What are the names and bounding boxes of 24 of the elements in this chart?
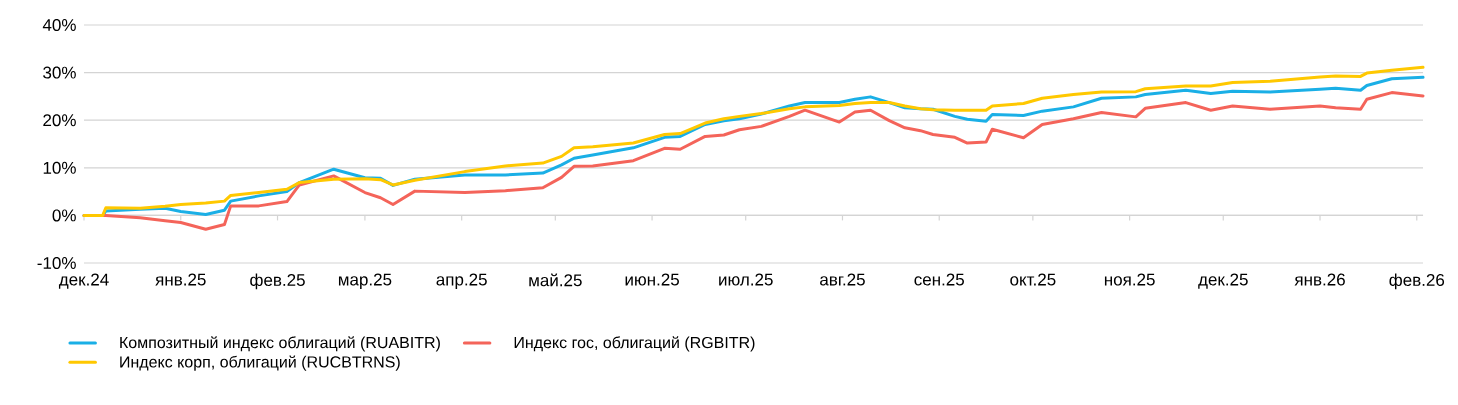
y-tick-label: -10% xyxy=(37,256,76,270)
y-tick-label: 40% xyxy=(42,18,76,32)
x-tick-label: ноя.25 xyxy=(1104,273,1155,286)
x-tick-label: май.25 xyxy=(529,273,582,287)
y-tick-label: 10% xyxy=(43,161,76,174)
y-tick-label: 30% xyxy=(43,66,76,79)
x-tick-label: фев.26 xyxy=(1389,273,1445,290)
x-tick-label: авг.25 xyxy=(820,273,865,286)
x-tick-label: июн.25 xyxy=(625,273,679,286)
y-tick-label: 0% xyxy=(52,209,76,222)
x-tick-label: янв.26 xyxy=(1294,273,1345,286)
y-tick-label: 20% xyxy=(43,114,76,127)
x-tick-label: дек.24 xyxy=(58,273,109,289)
x-tick-label: сен.25 xyxy=(914,273,964,286)
x-tick-label: мар.25 xyxy=(338,273,392,289)
x-tick-label: дек.25 xyxy=(1198,273,1248,289)
x-tick-label: янв.25 xyxy=(155,273,206,286)
x-tick-label: окт.25 xyxy=(1010,273,1056,286)
legend-label: Композитный индекс облигаций (RUABITR) xyxy=(120,336,440,352)
legend-label: Индекс гос, облигаций (RGBITR) xyxy=(514,336,755,352)
x-tick-label: апр.25 xyxy=(436,273,487,289)
x-tick-label: фев.25 xyxy=(250,273,305,290)
legend-label: Индекс корп, облигаций (RUCBTRNS) xyxy=(120,355,400,371)
x-tick-label: июл.25 xyxy=(719,273,773,286)
